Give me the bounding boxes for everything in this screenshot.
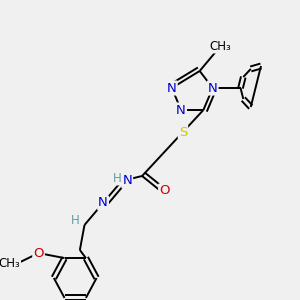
Text: N: N bbox=[208, 82, 218, 94]
Text: O: O bbox=[159, 184, 169, 197]
Text: CH₃: CH₃ bbox=[0, 256, 20, 270]
Text: N: N bbox=[98, 196, 108, 209]
Text: N: N bbox=[122, 175, 132, 188]
Text: N: N bbox=[176, 103, 186, 116]
Text: CH₃: CH₃ bbox=[209, 40, 231, 52]
Text: H: H bbox=[112, 172, 122, 184]
Text: H: H bbox=[71, 214, 80, 226]
Text: S: S bbox=[179, 125, 187, 139]
Text: N: N bbox=[167, 82, 177, 94]
Text: O: O bbox=[33, 247, 44, 260]
